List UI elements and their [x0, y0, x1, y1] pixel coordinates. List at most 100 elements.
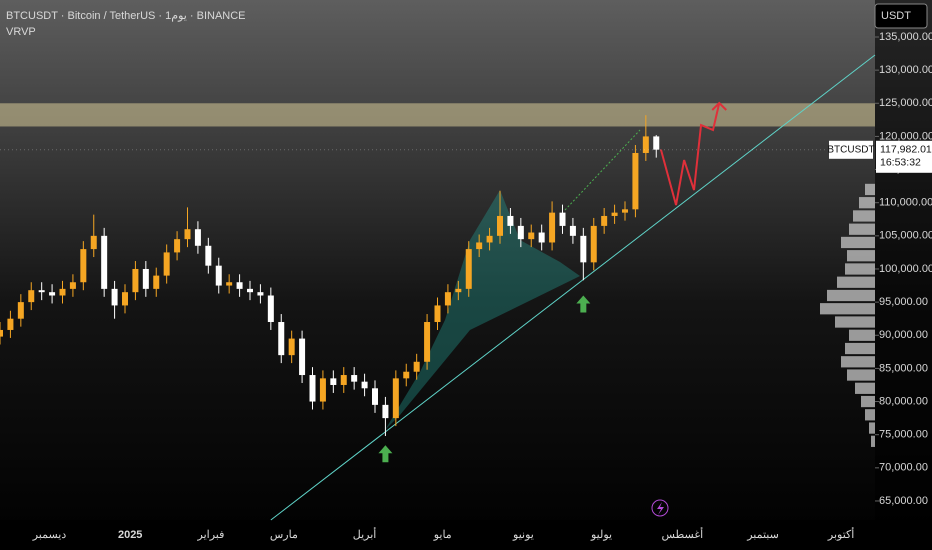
- candle-body: [361, 381, 368, 389]
- candle-body: [247, 288, 253, 293]
- candle-body: [434, 305, 441, 323]
- volume-profile-bar: [871, 435, 875, 447]
- candle-body: [372, 388, 378, 405]
- candle-body: [0, 329, 3, 337]
- candle-body: [7, 318, 14, 330]
- time-axis-panel: [0, 520, 932, 550]
- volume-profile-bar: [837, 276, 875, 288]
- x-tick-label: يونيو: [512, 529, 534, 541]
- candle-body: [205, 245, 212, 266]
- candle-body: [69, 282, 76, 289]
- event-bolt: [657, 502, 664, 515]
- candle-body: [476, 242, 483, 250]
- candle-body: [507, 215, 514, 226]
- event-icon[interactable]: [651, 499, 669, 517]
- x-tick-label: 2025: [118, 529, 142, 541]
- candle-body: [122, 292, 128, 306]
- candle-body: [184, 229, 191, 240]
- y-tick-label: 75,000.00: [879, 429, 928, 441]
- volume-profile-bar: [853, 210, 875, 222]
- candle-body: [319, 378, 326, 402]
- volume-profile-bar: [835, 316, 875, 328]
- volume-profile-bar: [845, 342, 875, 355]
- candle-body: [236, 282, 243, 289]
- volume-profile-bar: [827, 289, 875, 302]
- x-tick-label: مايو: [433, 529, 452, 541]
- x-tick-label: أبريل: [353, 527, 377, 541]
- buy-arrow: [378, 445, 393, 463]
- candle-body: [382, 404, 389, 419]
- volume-profile-bar: [849, 223, 875, 235]
- candle-body: [174, 239, 181, 253]
- y-tick-label: 120,000.00: [879, 130, 932, 142]
- symbol-tag-label: BTCUSDT: [827, 144, 874, 155]
- candle-body: [444, 292, 451, 306]
- y-tick-label: 65,000.00: [879, 495, 928, 507]
- y-tick-label: 85,000.00: [879, 362, 928, 374]
- candle-body: [163, 252, 170, 276]
- volume-profile-bar: [855, 382, 875, 394]
- candle-body: [278, 322, 285, 356]
- volume-profile-bar: [847, 369, 875, 381]
- candle-body: [288, 338, 295, 356]
- candle-body: [299, 338, 306, 376]
- volume-profile-bar: [820, 303, 875, 315]
- candle-body: [413, 361, 420, 372]
- candle-body: [330, 378, 337, 385]
- projection-arrowhead: [711, 101, 727, 111]
- candle-body: [465, 249, 472, 289]
- x-tick-label: أكتوبر: [827, 527, 854, 541]
- x-tick-label: يوليو: [590, 529, 612, 541]
- volume-profile-bar: [865, 409, 875, 421]
- indicator-label: VRVP: [6, 26, 36, 38]
- candle-body: [632, 152, 639, 210]
- x-tick-label: أغسطس: [661, 527, 703, 541]
- candle-body: [549, 212, 556, 243]
- candle-body: [601, 215, 608, 226]
- x-tick-label: فبراير: [197, 529, 225, 541]
- candle-body: [403, 371, 410, 379]
- y-tick-label: 90,000.00: [879, 329, 928, 341]
- candle-body: [642, 136, 649, 153]
- price-tag: [876, 140, 932, 173]
- candle-body: [215, 265, 222, 286]
- candle-body: [111, 288, 118, 306]
- candle-body: [392, 378, 399, 419]
- candle-body: [257, 292, 264, 296]
- resistance-zone: [0, 103, 875, 127]
- candle-body: [132, 268, 139, 293]
- y-tick-label: 80,000.00: [879, 395, 928, 407]
- candle-body: [226, 282, 233, 286]
- y-tick-label: 70,000.00: [879, 462, 928, 474]
- x-tick-label: سبتمبر: [746, 529, 779, 541]
- candle-body: [580, 235, 587, 263]
- y-tick-label: 105,000.00: [879, 230, 932, 242]
- candle-body: [38, 290, 45, 293]
- candle-body: [622, 209, 628, 213]
- candle-body: [538, 232, 545, 243]
- buy-arrow: [576, 295, 591, 313]
- y-tick-label: 100,000.00: [879, 263, 932, 275]
- candle-body: [17, 302, 24, 319]
- y-tick-label: 130,000.00: [879, 64, 932, 76]
- y-tick-label: 125,000.00: [879, 97, 932, 109]
- volume-profile-bar: [849, 329, 875, 341]
- price-tag-label: 117,982.01: [880, 144, 932, 156]
- candle-body: [455, 288, 462, 293]
- price-axis-panel: [875, 0, 932, 520]
- candle-body: [351, 375, 358, 382]
- currency-button[interactable]: [874, 3, 928, 29]
- volume-profile-bar: [845, 263, 875, 275]
- candle-body: [153, 275, 160, 289]
- candle-body: [28, 290, 35, 303]
- x-tick-label: ديسمبر: [32, 529, 67, 541]
- trend-line: [270, 54, 876, 521]
- candle-body: [267, 295, 274, 323]
- volume-profile-bar: [861, 395, 875, 408]
- volume-profile-bar: [869, 422, 875, 434]
- symbol-title: BTCUSDT · Bitcoin / TetherUS · 1يوم · BI…: [6, 10, 246, 22]
- candle-body: [90, 235, 97, 250]
- candle-body: [569, 225, 576, 236]
- volume-profile-bar: [841, 236, 875, 249]
